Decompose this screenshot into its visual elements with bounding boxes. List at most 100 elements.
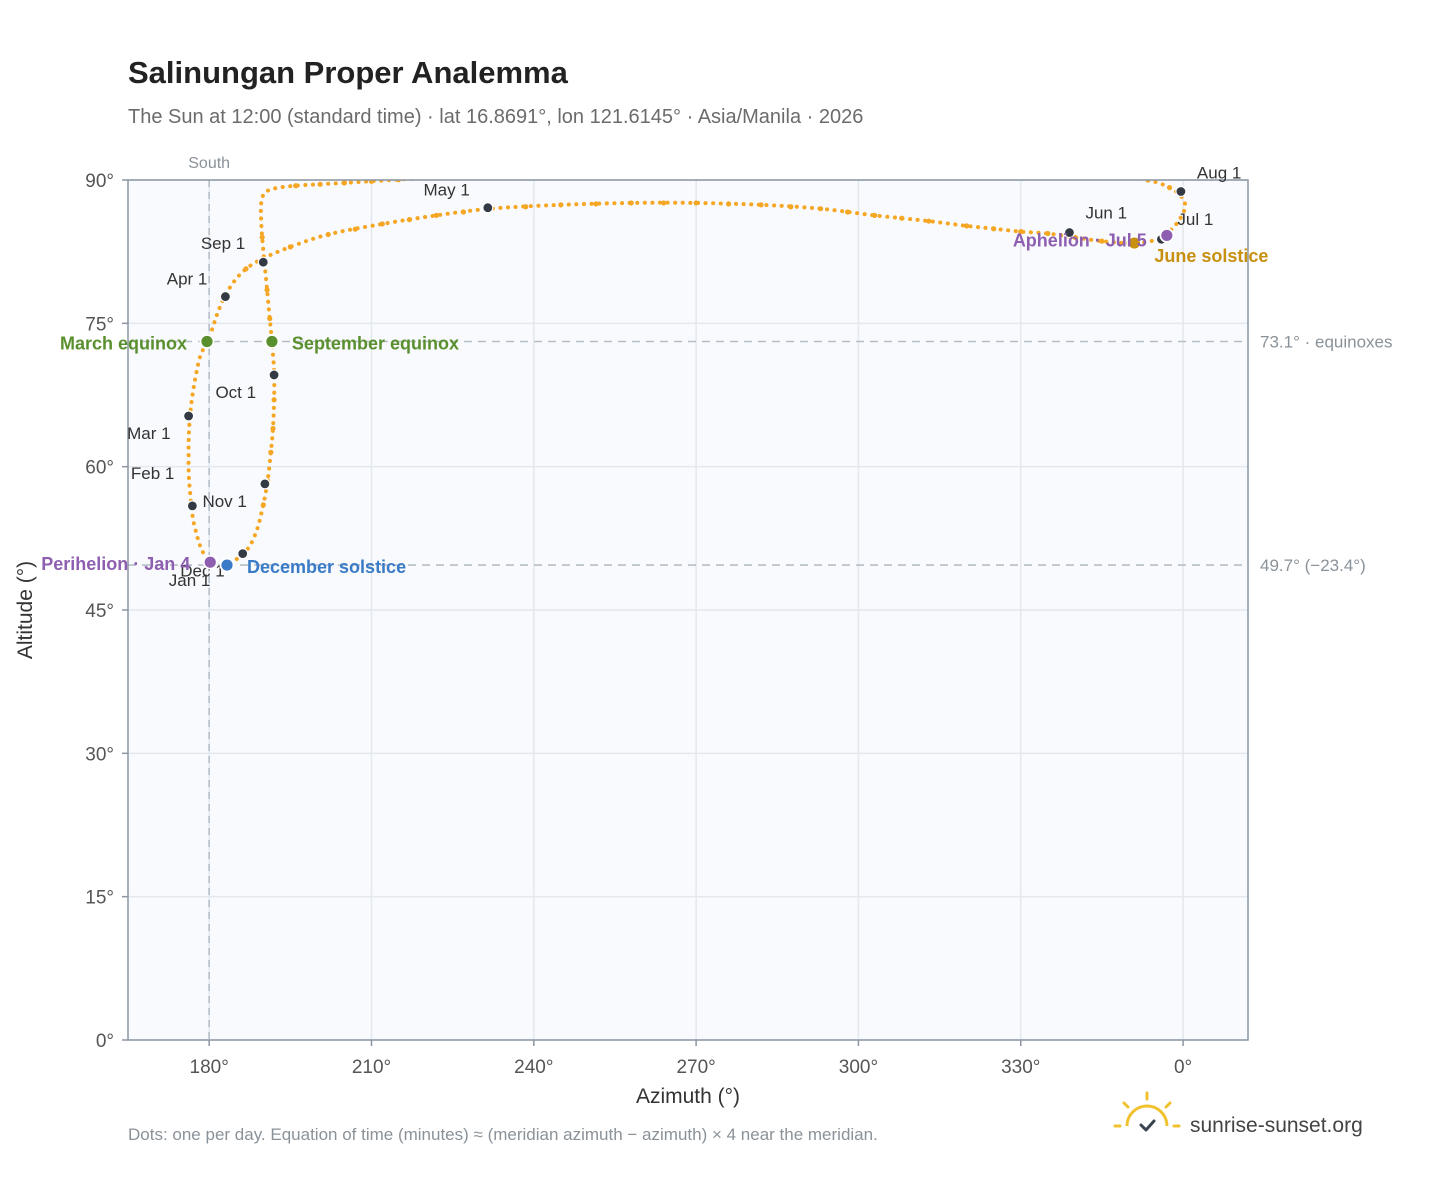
y-axis-ticks: 0° 15° 30° 45° 60° 75° 90° bbox=[85, 171, 128, 1052]
y-tick-label: 75° bbox=[85, 314, 114, 335]
footnote: Dots: one per day. Equation of time (min… bbox=[128, 1125, 878, 1144]
day-dot bbox=[406, 217, 412, 223]
day-dot bbox=[1072, 170, 1077, 175]
day-dot bbox=[661, 200, 667, 206]
month-marker-label: Jul 1 bbox=[1177, 210, 1213, 229]
month-marker-dot bbox=[186, 500, 198, 512]
month-marker-dot bbox=[1063, 226, 1076, 239]
day-dot bbox=[259, 234, 265, 240]
day-dot bbox=[775, 166, 780, 171]
y-tick-label: 0° bbox=[96, 1031, 114, 1052]
event-marker-label: Aphelion · Jul 5 bbox=[1013, 230, 1147, 250]
day-dot bbox=[287, 244, 293, 250]
day-dot bbox=[352, 226, 358, 232]
event-marker-dot bbox=[199, 334, 215, 349]
month-marker-dot bbox=[182, 410, 195, 422]
day-dot bbox=[817, 206, 824, 212]
day-dot bbox=[1099, 238, 1105, 244]
event-marker-label: March equinox bbox=[60, 333, 187, 353]
event-marker-label: June solstice bbox=[1154, 246, 1268, 266]
event-marker-dot bbox=[219, 557, 235, 573]
x-tick-label: 300° bbox=[839, 1057, 878, 1078]
month-marker-label: Mar 1 bbox=[127, 424, 170, 443]
day-dot bbox=[937, 166, 942, 171]
y-tick-label: 45° bbox=[85, 601, 114, 622]
reference-line-label: 49.7° (−23.4°) bbox=[1260, 556, 1366, 575]
month-marker-label: Apr 1 bbox=[167, 270, 208, 289]
day-dot bbox=[341, 180, 348, 186]
event-marker-label: December solstice bbox=[247, 557, 406, 577]
day-dot bbox=[788, 204, 794, 210]
month-marker-label: May 1 bbox=[424, 181, 470, 200]
month-marker-label: Jun 1 bbox=[1085, 204, 1127, 223]
day-dot bbox=[872, 212, 878, 218]
day-dot bbox=[293, 183, 299, 189]
day-dot bbox=[585, 170, 590, 175]
day-dot bbox=[748, 167, 753, 172]
day-dot bbox=[694, 167, 699, 172]
x-tick-label: 330° bbox=[1001, 1057, 1040, 1078]
day-dot bbox=[593, 201, 599, 207]
day-dot bbox=[450, 174, 455, 179]
day-dot bbox=[523, 204, 529, 210]
day-dot bbox=[964, 223, 970, 229]
month-marker-label: Oct 1 bbox=[215, 383, 256, 402]
month-marker-dot bbox=[219, 290, 231, 303]
day-dot bbox=[325, 231, 331, 238]
y-tick-label: 90° bbox=[85, 171, 114, 192]
reference-lines: South 73.1° · equinoxes 49.7° (−23.4°) bbox=[128, 155, 1393, 1040]
month-marker-label: Feb 1 bbox=[131, 464, 174, 483]
day-dot bbox=[271, 397, 277, 403]
day-dot bbox=[845, 209, 851, 215]
y-tick-label: 60° bbox=[85, 458, 114, 479]
event-markers: March equinox September equinox December s… bbox=[41, 228, 1268, 577]
day-dot bbox=[260, 502, 266, 508]
month-marker-dot bbox=[257, 256, 269, 268]
day-dot bbox=[802, 166, 807, 171]
day-dot bbox=[268, 449, 274, 455]
day-dot bbox=[612, 169, 617, 174]
event-marker-dot bbox=[264, 334, 280, 349]
day-dot bbox=[243, 266, 249, 272]
day-dot bbox=[725, 201, 732, 207]
chart-title: Salinungan Proper Analemma bbox=[128, 55, 569, 90]
x-tick-label: 210° bbox=[352, 1057, 391, 1078]
x-tick-label: 0° bbox=[1174, 1057, 1192, 1078]
day-dot bbox=[504, 172, 509, 177]
month-marker-label: Aug 1 bbox=[1197, 163, 1241, 182]
day-dot bbox=[1045, 230, 1051, 237]
day-dot bbox=[1006, 167, 1011, 172]
day-dot bbox=[758, 202, 764, 208]
month-marker-dot bbox=[259, 478, 271, 490]
day-dot bbox=[693, 200, 699, 206]
day-dot bbox=[264, 287, 270, 293]
y-tick-label: 15° bbox=[85, 888, 114, 909]
reference-line-label: 73.1° · equinoxes bbox=[1260, 332, 1393, 351]
day-dot bbox=[666, 168, 671, 173]
day-dot bbox=[558, 170, 563, 175]
day-dot bbox=[558, 202, 564, 208]
y-axis-label: Altitude (°) bbox=[14, 561, 37, 659]
event-marker-dot bbox=[1159, 228, 1175, 243]
day-dot bbox=[1018, 229, 1024, 235]
day-dot bbox=[856, 166, 861, 171]
chart-subtitle: The Sun at 12:00 (standard time) · lat 1… bbox=[128, 106, 863, 128]
day-dot bbox=[883, 166, 888, 171]
event-marker-label: September equinox bbox=[292, 333, 459, 353]
y-tick-label: 30° bbox=[85, 744, 114, 765]
event-marker-dot bbox=[202, 554, 218, 570]
sun-logo-icon bbox=[1113, 1091, 1181, 1132]
month-marker-dot bbox=[1175, 185, 1187, 198]
x-tick-label: 270° bbox=[676, 1057, 715, 1078]
day-dot bbox=[1040, 168, 1045, 173]
day-dot bbox=[910, 166, 915, 171]
day-dot bbox=[926, 218, 932, 224]
day-dot bbox=[270, 425, 276, 432]
day-dot bbox=[317, 181, 323, 187]
x-tick-label: 240° bbox=[514, 1057, 553, 1078]
event-marker-label: Perihelion · Jan 4 bbox=[41, 554, 190, 574]
x-axis-ticks: 180° 210° 240° 270° 300° 330° 0° bbox=[190, 1040, 1192, 1078]
month-marker-label: Jan 1 bbox=[169, 571, 211, 590]
day-dot bbox=[379, 221, 385, 227]
